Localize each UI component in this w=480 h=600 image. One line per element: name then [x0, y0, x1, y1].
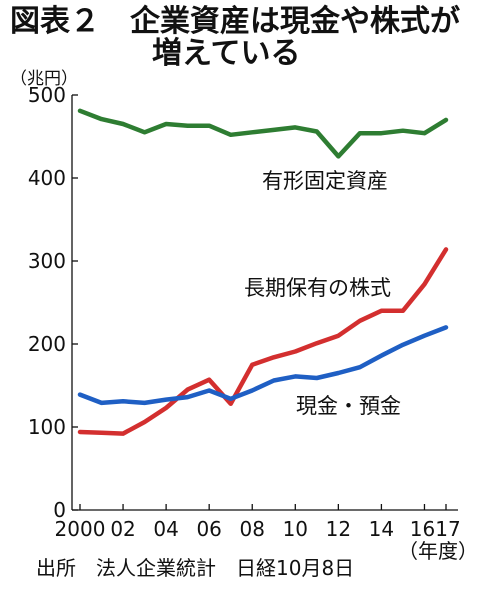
y-tick-label: 300: [28, 249, 66, 273]
series-label: 有形固定資産: [262, 169, 388, 193]
x-tick-label: 04: [153, 517, 178, 541]
series-label: 現金・預金: [296, 394, 401, 418]
x-tick-label: 1617: [410, 517, 461, 541]
x-tick-label: 08: [240, 517, 265, 541]
y-unit-label: （兆円）: [10, 69, 78, 89]
series-line-long-term-stocks: [77, 247, 449, 436]
x-tick-label: 12: [326, 517, 351, 541]
series-line-cash-deposits: [77, 325, 449, 406]
x-tick-label: 14: [369, 517, 394, 541]
series-label: 長期保有の株式: [244, 276, 391, 300]
y-tick-label: 0: [53, 498, 66, 522]
x-tick-label: 02: [110, 517, 135, 541]
x-tick-label: 06: [196, 517, 221, 541]
series-line-tangible-fixed-assets: [77, 108, 449, 159]
chart-title-line2: 増えている: [152, 36, 301, 71]
x-unit-label: （年度）: [398, 539, 478, 563]
y-tick-label: 100: [28, 415, 66, 439]
x-tick-label: 2000: [55, 517, 106, 541]
x-tick-label: 10: [283, 517, 308, 541]
y-tick-label: 500: [28, 83, 66, 107]
chart-title: 図表２ 企業資産は現金や株式が: [10, 4, 460, 39]
source-note: 出所 法人企業統計 日経10月8日: [36, 556, 355, 580]
y-tick-label: 200: [28, 332, 66, 356]
y-tick-label: 400: [28, 166, 66, 190]
